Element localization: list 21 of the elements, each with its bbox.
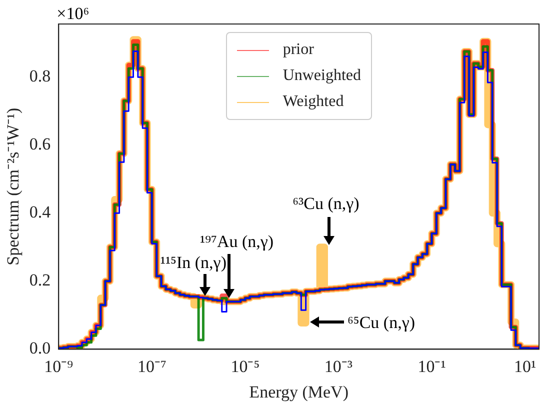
y-tick-label: 0.6 xyxy=(29,134,51,154)
x-tick-label: 10⁻³ xyxy=(324,356,353,376)
x-tick-label: 10⁻⁹ xyxy=(44,356,74,376)
x-axis-title: Energy (MeV) xyxy=(249,382,348,402)
y-tick-label: 0.0 xyxy=(29,338,51,358)
x-tick-label: 10⁻⁷ xyxy=(137,356,166,376)
legend-label: prior xyxy=(282,41,314,59)
annotation: ¹⁹⁷Au (n,γ) xyxy=(200,232,274,251)
y-axis-title: Spectrum (cm⁻²s⁻¹W⁻¹) xyxy=(4,108,23,266)
legend-label: Unweighted xyxy=(282,67,362,85)
legend-label: Weighted xyxy=(282,93,344,111)
x-tick-label: 10⁻⁵ xyxy=(230,356,260,376)
y-tick-label: 0.2 xyxy=(29,270,51,290)
annotation: ¹¹⁵In (n,γ) xyxy=(160,252,226,272)
y-tick-label: 0.8 xyxy=(29,66,51,86)
text: ×10⁶ xyxy=(56,4,90,23)
y-tick-label: 0.4 xyxy=(29,202,52,222)
x-tick-label: 10¹ xyxy=(514,356,536,376)
x-tick-label: 10⁻¹ xyxy=(418,356,446,376)
annotation: ⁶³Cu (n,γ) xyxy=(292,194,360,213)
annotation: ⁶⁵Cu (n,γ) xyxy=(347,313,416,332)
